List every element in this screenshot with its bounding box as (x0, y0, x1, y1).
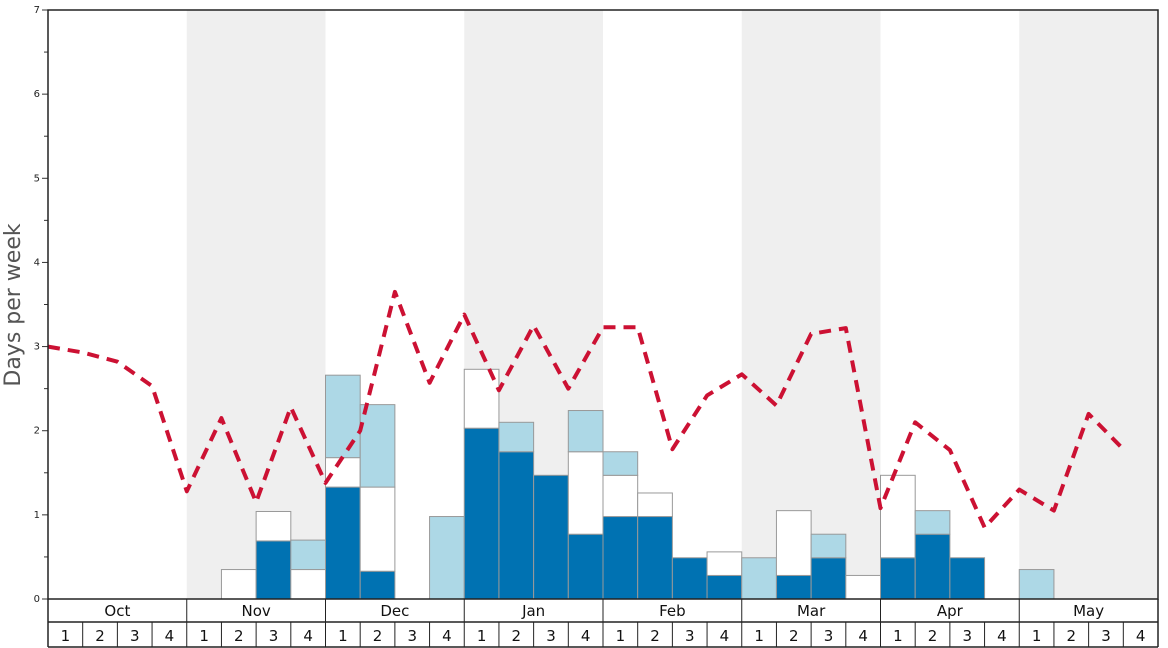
bar-dark-9 (359, 570, 396, 600)
bar-dark-13 (498, 451, 535, 600)
bar-dark-14 (533, 474, 569, 600)
week-label: 4 (581, 627, 591, 645)
y-tick-label: 6 (34, 89, 40, 100)
bar-light-7 (290, 539, 326, 571)
week-label: 4 (1136, 627, 1146, 645)
plot-frame (47, 9, 1159, 600)
week-label: 1 (1032, 627, 1042, 645)
week-label: 3 (546, 627, 556, 645)
month-label: May (1073, 602, 1104, 620)
bar-white-23 (845, 574, 881, 600)
bar-dark-15 (567, 533, 604, 600)
week-label: 3 (962, 627, 972, 645)
bar-white-7 (290, 569, 326, 600)
bar-light-20 (741, 557, 777, 600)
bar-light-28 (1018, 569, 1055, 600)
bar-white-9 (359, 486, 396, 572)
week-label: 3 (685, 627, 695, 645)
week-label: 4 (165, 627, 175, 645)
bar-white-19 (706, 551, 743, 576)
week-label: 3 (130, 627, 140, 645)
week-label: 2 (234, 627, 244, 645)
week-label: 1 (754, 627, 764, 645)
week-label: 1 (893, 627, 903, 645)
bar-light-13 (498, 421, 535, 453)
week-label: 3 (269, 627, 279, 645)
bar-white-5 (220, 569, 257, 600)
month-band-mar (741, 10, 881, 599)
bar-light-25 (914, 510, 951, 535)
trend-line (47, 289, 1125, 530)
month-band-may (1019, 10, 1158, 599)
y-tick-label: 2 (34, 426, 40, 437)
week-label: 2 (789, 627, 799, 645)
month-band-nov (186, 10, 326, 599)
y-axis-label: Days per week (1, 223, 26, 386)
bar-light-8 (325, 374, 361, 459)
y-tick-label: 0 (34, 594, 40, 605)
bar-dark-6 (255, 540, 292, 600)
week-label: 2 (512, 627, 522, 645)
bar-white-17 (637, 492, 673, 518)
bar-dark-24 (880, 557, 916, 600)
bar-dark-17 (637, 516, 673, 600)
week-label: 4 (303, 627, 313, 645)
bars (220, 368, 1055, 600)
week-label: 3 (1101, 627, 1111, 645)
y-tick-label: 3 (34, 342, 40, 353)
month-label: Apr (937, 602, 964, 620)
bar-white-24 (880, 474, 916, 559)
bar-light-9 (359, 404, 396, 488)
bar-white-8 (325, 457, 361, 488)
week-label: 2 (1067, 627, 1077, 645)
y-tick-label: 1 (34, 510, 40, 521)
week-label: 1 (61, 627, 71, 645)
week-label: 1 (477, 627, 487, 645)
bar-dark-16 (602, 516, 639, 600)
month-bands (186, 10, 1158, 599)
week-label: 4 (442, 627, 452, 645)
week-label: 2 (95, 627, 105, 645)
bar-dark-19 (706, 574, 743, 600)
bar-light-22 (810, 533, 847, 559)
bar-dark-22 (810, 557, 847, 600)
bar-white-16 (602, 474, 639, 518)
y-axis: 0 1 2 3 4 5 6 7 (34, 5, 48, 605)
month-label: Oct (104, 602, 130, 620)
month-label: Jan (521, 602, 545, 620)
bar-white-21 (775, 510, 812, 576)
bar-light-16 (602, 451, 639, 476)
trend-line-group (47, 289, 1125, 530)
week-label: 2 (650, 627, 660, 645)
week-label: 3 (824, 627, 834, 645)
bar-dark-25 (914, 533, 951, 600)
month-label: Mar (797, 602, 826, 620)
bar-dark-18 (671, 557, 708, 600)
bar-dark-26 (949, 557, 986, 600)
x-axis: Oct 1 2 3 4 Nov 1 2 3 4 Dec 1 2 3 4 Jan 1 2 3 4 Feb 1 2 3 4 Mar 1 2… (47, 599, 1159, 648)
bar-white-6 (255, 510, 292, 542)
week-label: 4 (858, 627, 868, 645)
bar-dark-8 (325, 486, 361, 600)
y-tick-label: 5 (34, 173, 40, 184)
week-label: 1 (616, 627, 626, 645)
week-label: 2 (928, 627, 938, 645)
month-label: Feb (659, 602, 686, 620)
week-label: 1 (338, 627, 348, 645)
y-tick-label: 4 (34, 257, 40, 268)
y-tick-label: 7 (34, 5, 40, 16)
month-label: Dec (380, 602, 409, 620)
bar-white-15 (567, 451, 604, 535)
month-label: Nov (241, 602, 270, 620)
week-label: 4 (997, 627, 1007, 645)
week-label: 1 (199, 627, 209, 645)
bar-dark-12 (463, 427, 500, 600)
week-label: 2 (373, 627, 383, 645)
week-label: 3 (407, 627, 417, 645)
bar-dark-21 (775, 574, 812, 600)
bar-light-11 (429, 516, 465, 600)
week-label: 4 (720, 627, 730, 645)
bar-light-15 (567, 410, 604, 453)
